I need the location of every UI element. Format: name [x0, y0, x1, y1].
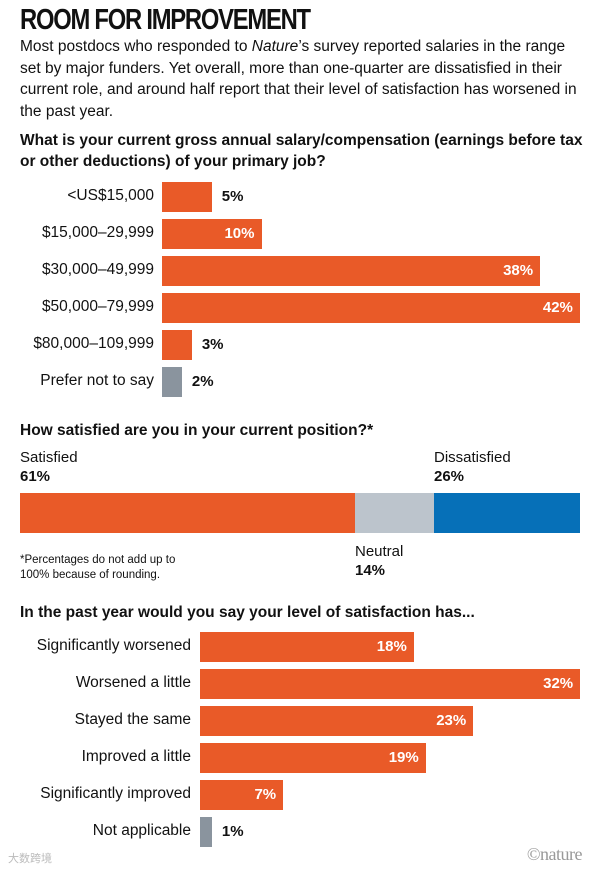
- bar: [200, 632, 414, 662]
- bar: [200, 706, 474, 736]
- bar-value-label: 32%: [543, 675, 574, 692]
- stacked-segment: [434, 493, 580, 533]
- intro-text: Most postdocs who responded to Nature’s …: [20, 36, 590, 122]
- bar: [200, 780, 284, 810]
- salary-question: What is your current gross annual salary…: [20, 132, 583, 170]
- bar: [162, 256, 541, 286]
- bar: [200, 669, 581, 699]
- bar-value-label: 23%: [436, 712, 467, 729]
- intro-part: ’s survey reported salaries in the range…: [20, 38, 577, 120]
- watermark: 大数跨境: [8, 853, 52, 865]
- bar-category-label: <US$15,000: [67, 187, 154, 204]
- bar: [162, 182, 212, 212]
- bar-category-label: Improved a little: [81, 748, 191, 765]
- bar-category-label: Significantly worsened: [36, 637, 191, 654]
- bar-value-label: 10%: [224, 225, 255, 242]
- bar-value-label: 2%: [191, 373, 214, 390]
- bar-category-label: Prefer not to say: [40, 372, 154, 389]
- intro-part: Most postdocs who responded to: [20, 38, 252, 55]
- value-satisfied: 61%: [20, 468, 51, 485]
- bar: [200, 743, 426, 773]
- bar-category-label: $80,000–109,999: [33, 335, 154, 352]
- nature-credit: ©nature: [526, 844, 583, 864]
- bar-value-label: 38%: [503, 262, 534, 279]
- bar-value-label: 19%: [388, 749, 419, 766]
- label-satisfied: Satisfied: [20, 449, 78, 466]
- bar-value-label: 7%: [254, 786, 277, 803]
- label-dissatisfied: Dissatisfied: [434, 449, 511, 466]
- bar-category-label: Stayed the same: [74, 711, 191, 728]
- bar: [162, 219, 262, 249]
- stacked-segment: [355, 493, 434, 533]
- bar-value-label: 42%: [542, 299, 573, 316]
- bar-category-label: Not applicable: [92, 822, 191, 839]
- bar-category-label: $15,000–29,999: [41, 224, 154, 241]
- satisfaction-question: How satisfied are you in your current po…: [20, 422, 374, 439]
- value-neutral: 14%: [355, 562, 386, 579]
- bar: [200, 817, 212, 847]
- stacked-segment: [20, 493, 355, 533]
- bar-category-label: $30,000–49,999: [41, 261, 154, 278]
- bar: [162, 367, 182, 397]
- bar: [162, 293, 580, 323]
- bar-category-label: Significantly improved: [40, 785, 191, 802]
- bar-category-label: $50,000–79,999: [41, 298, 154, 315]
- bar-category-label: Worsened a little: [75, 674, 191, 691]
- bar-value-label: 3%: [201, 336, 224, 353]
- label-neutral: Neutral: [355, 543, 404, 560]
- change-question: In the past year would you say your leve…: [20, 604, 475, 621]
- bar-value-label: 1%: [221, 823, 244, 840]
- footnote: *Percentages do not add up to 100% becau…: [20, 554, 176, 581]
- bar-value-label: 18%: [376, 638, 407, 655]
- chart-title: ROOM FOR IMPROVEMENT: [20, 4, 311, 36]
- bar-value-label: 5%: [221, 188, 244, 205]
- bar: [162, 330, 192, 360]
- value-dissatisfied: 26%: [434, 468, 465, 485]
- intro-italic: Nature: [251, 38, 299, 55]
